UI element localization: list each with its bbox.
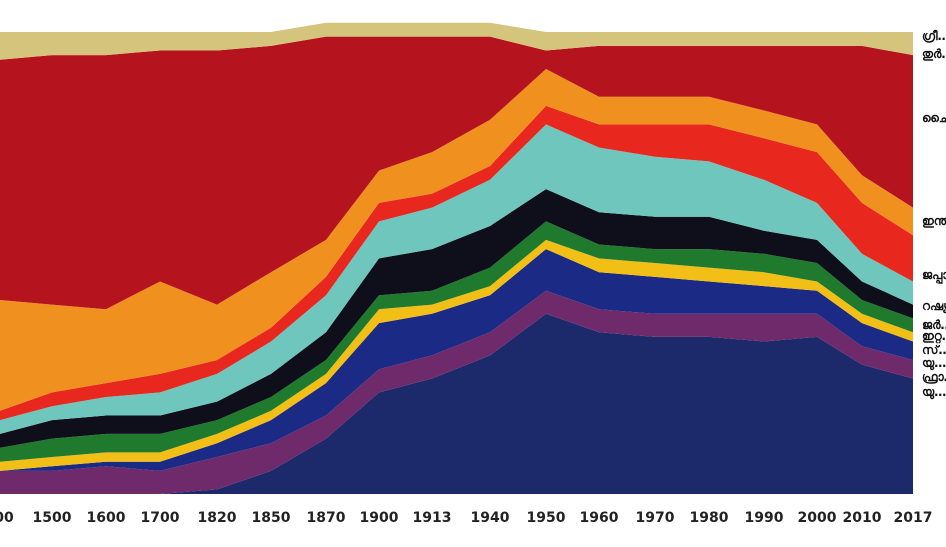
legend: ഗ്രീ… തുർ… ചൈ… ഇന്ത്യ… ജപ്പാ… റഷ്യ… ജർ…ഇറ്റ…സ്… [922,29,946,401]
x-tick-label: 2017 [894,510,933,526]
x-tick-label: 1913 [413,510,452,526]
x-tick-label: 1940 [471,510,510,526]
x-tick-label: 1990 [745,510,784,526]
area-series-10 [0,22,913,60]
x-tick-label: 1700 [141,510,180,526]
x-tick-label: 00 [0,510,14,526]
legend-label: ഇന്ത്യ… [922,214,946,229]
legend-label: ഫ്രാ… [922,370,946,385]
x-tick-label: 2000 [798,510,837,526]
legend-label: തുർ… [922,47,946,61]
x-tick-label: 1900 [360,510,399,526]
legend-label: യു… [922,356,946,372]
x-tick-label: 1820 [198,510,237,526]
legend-label: ഗ്രീ… [922,29,946,44]
x-tick-label: 1960 [580,510,619,526]
legend-label: ഇറ്റ… [922,329,946,344]
x-tick-label: 1500 [33,510,72,526]
legend-label: ജപ്പാ… [922,268,946,284]
x-tick-label: 2010 [843,510,882,526]
x-tick-label: 1950 [527,510,566,526]
area-series-5 [0,189,913,448]
area-series-9 [0,36,913,310]
area-series-8 [0,69,913,411]
x-tick-label: 1970 [636,510,675,526]
legend-label: സ്… [922,343,946,357]
legend-label: ജർ… [922,318,946,332]
area-series-6 [0,124,913,434]
area-series-0 [0,313,913,494]
x-tick-label: 1850 [252,510,291,526]
area-layers [0,22,913,494]
area-series-1 [0,290,913,494]
area-series-2 [0,249,913,471]
legend-label: യു… [922,385,946,401]
area-series-7 [0,105,913,421]
x-tick-label: 1980 [690,510,729,526]
x-axis-tick-labels: 00 1500 1600 1700 1820 1850 1870 1900 1913 1940 19… [0,510,932,526]
x-tick-label: 1600 [87,510,126,526]
legend-label: റഷ്യ… [922,299,946,314]
area-series-4 [0,221,913,462]
x-tick-label: 1870 [307,510,346,526]
legend-label: ചൈ… [922,111,946,125]
